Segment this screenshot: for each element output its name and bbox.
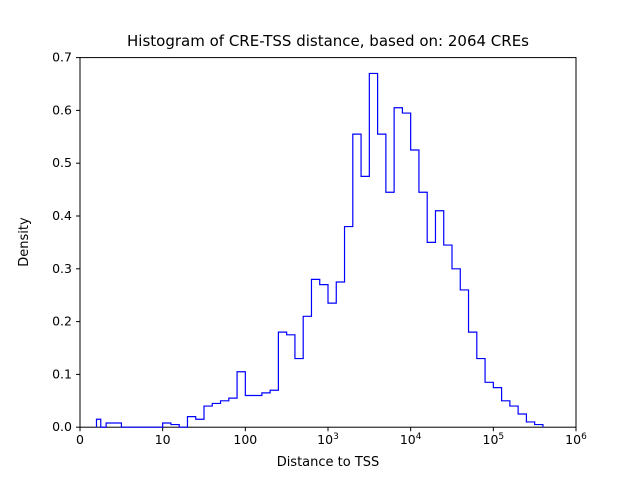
y-tick-label: 0.7	[52, 50, 72, 65]
x-tick-label: 105	[483, 432, 505, 447]
chart-title: Histogram of CRE-TSS distance, based on:…	[127, 32, 529, 50]
y-axis: 0.0 0.1 0.2 0.3 0.4 0.5 0.6 0.7	[52, 50, 80, 434]
x-tick-label: 106	[565, 432, 587, 447]
x-tick-label: 10	[155, 432, 171, 447]
x-tick-label: 103	[317, 432, 339, 447]
x-tick-label: 104	[400, 432, 422, 447]
y-tick-label: 0.3	[52, 261, 72, 276]
y-tick-label: 0.0	[52, 419, 72, 434]
x-tick-label: 0	[76, 432, 84, 447]
step-line	[95, 72, 544, 428]
y-tick-label: 0.5	[52, 155, 72, 170]
plot-border	[79, 57, 577, 428]
x-axis: 0 10 100 103 104 105 106	[76, 427, 587, 447]
x-tick-label: 100	[233, 432, 257, 447]
x-axis-label: Distance to TSS	[276, 455, 380, 470]
y-tick-label: 0.1	[52, 366, 72, 381]
y-tick-label: 0.6	[52, 102, 72, 117]
y-tick-label: 0.2	[52, 314, 72, 329]
y-tick-label: 0.4	[52, 208, 72, 223]
y-axis-label: Density	[17, 217, 32, 267]
